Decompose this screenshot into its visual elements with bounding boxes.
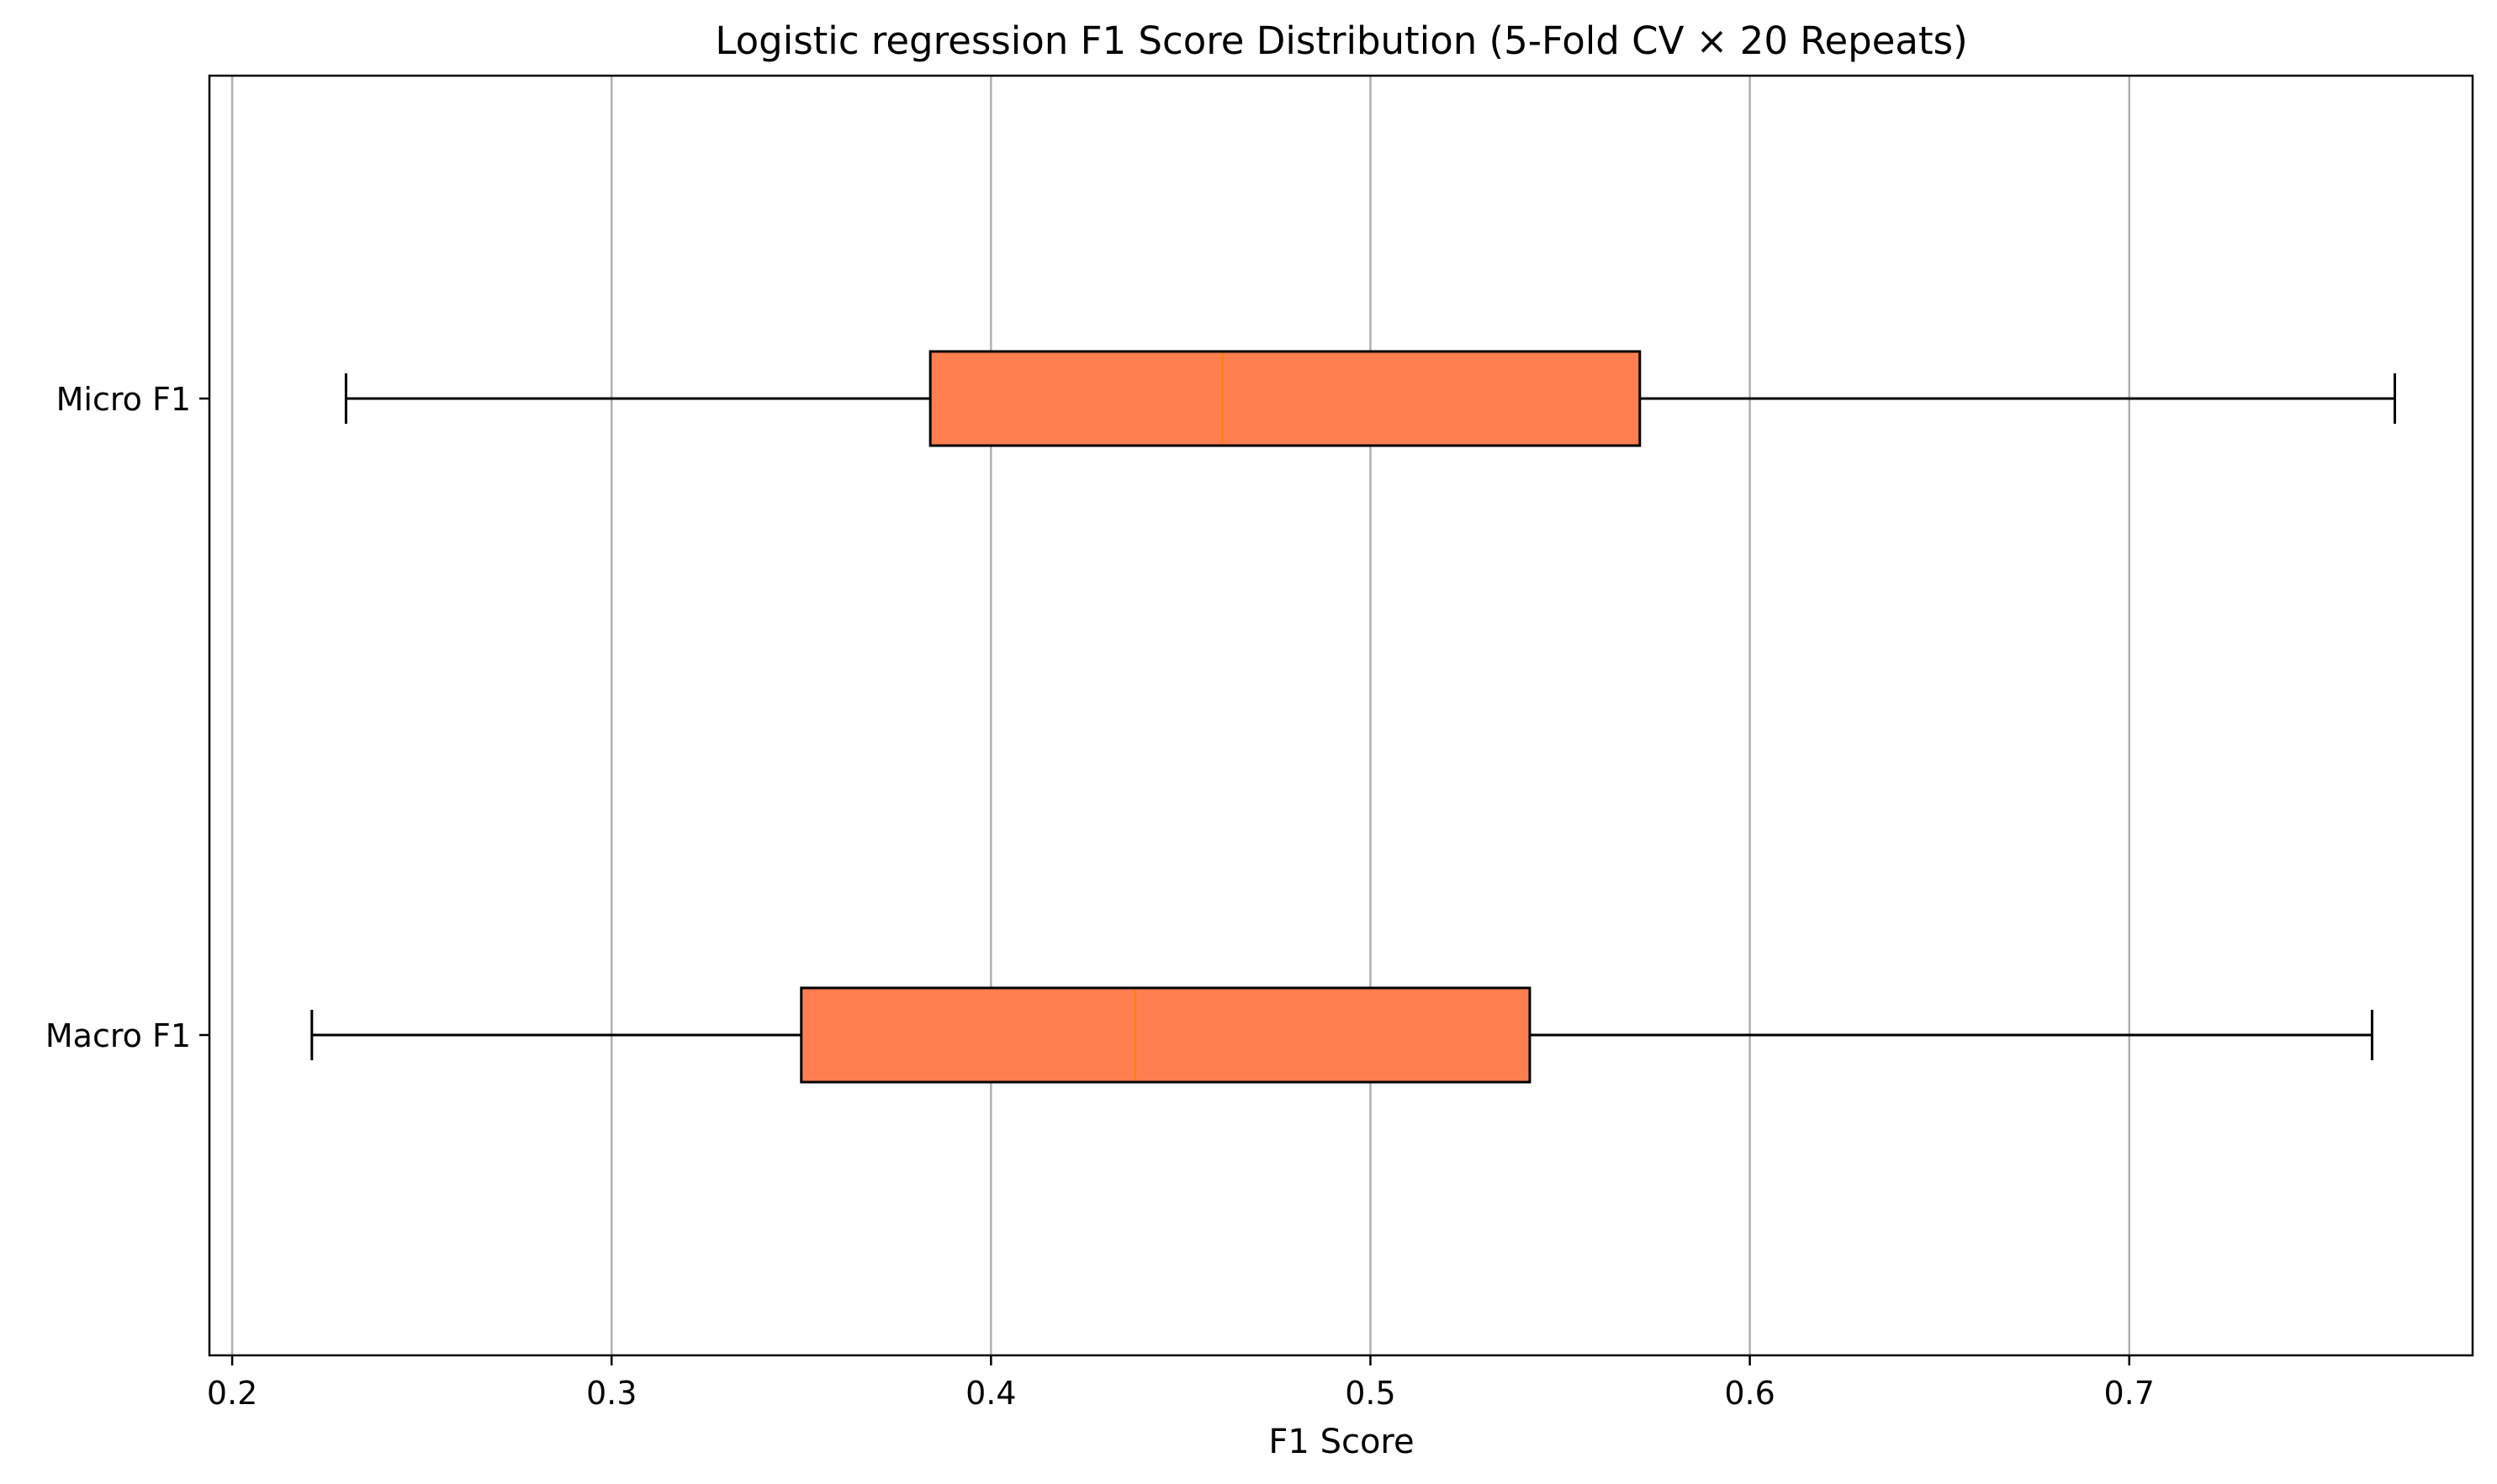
x-tick-label: 0.2 — [207, 1375, 257, 1412]
box-plot-micro-f1 — [344, 350, 2397, 447]
x-tick-label: 0.7 — [2104, 1375, 2155, 1412]
y-axis-ticks: Micro F1 Macro F1 — [45, 381, 209, 1054]
y-tick-label: Macro F1 — [45, 1017, 191, 1054]
x-tick-label: 0.3 — [586, 1375, 637, 1412]
plot-frame — [208, 74, 2474, 1357]
chart-title: Logistic regression F1 Score Distributio… — [715, 18, 1967, 63]
box-plot-macro-f1 — [310, 986, 2373, 1084]
box-plots — [310, 350, 2397, 1084]
x-axis-label: F1 Score — [1268, 1423, 1414, 1461]
y-tick-label: Micro F1 — [56, 381, 191, 418]
iqr-box — [800, 986, 1532, 1084]
x-tick-label: 0.4 — [965, 1375, 1016, 1412]
x-axis-ticks: 0.2 0.3 0.4 0.5 0.6 0.7 — [207, 1355, 2155, 1412]
grid-lines — [230, 76, 2130, 1355]
iqr-box — [928, 350, 1642, 447]
x-tick-label: 0.5 — [1345, 1375, 1395, 1412]
x-tick-label: 0.6 — [1724, 1375, 1775, 1412]
